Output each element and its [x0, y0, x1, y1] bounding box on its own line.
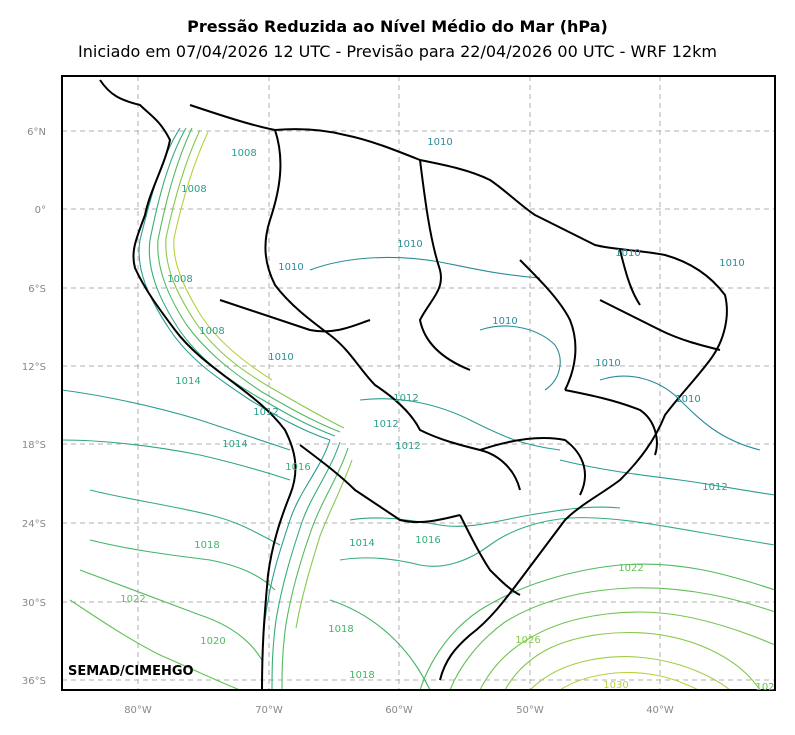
state-border: [599, 299, 721, 351]
isobars: [62, 127, 775, 690]
country-border: [219, 299, 371, 333]
contour-label: 1010: [492, 316, 517, 327]
coastline: [99, 79, 297, 690]
isobar-continent: [329, 599, 431, 690]
isobar-atlantic: [529, 656, 731, 690]
isobar-continent: [349, 506, 621, 527]
lat-tick: 30°S: [22, 598, 46, 609]
isobar-continent: [479, 325, 561, 391]
lat-tick: 36°S: [22, 676, 46, 687]
contour-label: 1008: [167, 274, 192, 285]
lon-tick: 80°W: [124, 705, 152, 716]
country-border: [459, 514, 521, 596]
contour-label: 1008: [181, 184, 206, 195]
country-border: [264, 129, 331, 336]
isobar-continent: [599, 375, 761, 451]
contour-label: 1018: [328, 624, 353, 635]
isobar-pacific: [62, 389, 291, 451]
isobar-atlantic: [559, 671, 699, 690]
isobar-pacific: [69, 599, 241, 690]
contour-label: 1012: [702, 482, 727, 493]
isobar-pacific: [62, 439, 291, 481]
lat-tick: 6°N: [27, 127, 46, 138]
map-title: Pressão Reduzida ao Nível Médio do Mar (…: [187, 17, 608, 36]
contour-label: 1018: [349, 670, 374, 681]
contour-label: 1010: [675, 394, 700, 405]
lon-tick: 50°W: [516, 705, 544, 716]
isobar-pacific: [89, 539, 276, 591]
state-border: [619, 249, 641, 306]
isobar-pacific: [79, 569, 263, 661]
contour-label: 1030: [603, 680, 628, 691]
isobar-atlantic: [419, 563, 775, 690]
contour-label: 1010: [397, 239, 422, 250]
map-frame: [61, 75, 776, 691]
isobar-continent: [309, 256, 541, 279]
contour-label: 1010: [268, 352, 293, 363]
contour-label: 1016: [415, 535, 440, 546]
isobar-pacific: [89, 489, 281, 546]
state-border: [479, 437, 586, 496]
isobar-andes: [261, 439, 331, 690]
isobar-continent: [339, 517, 775, 567]
state-border: [564, 389, 658, 456]
lon-tick: 40°W: [646, 705, 674, 716]
contour-label: 1012: [253, 407, 278, 418]
isobar-andes: [148, 127, 336, 437]
contour-label: 1008: [199, 326, 224, 337]
lat-tick: 6°S: [28, 284, 46, 295]
contour-label: 1026: [515, 635, 540, 646]
lat-tick: 24°S: [22, 519, 46, 530]
contour-label: 1014: [175, 376, 200, 387]
isobar-andes: [173, 131, 273, 381]
contour-label: 1010: [595, 358, 620, 369]
contour-label: 1008: [231, 148, 256, 159]
contour-label: 1014: [349, 538, 374, 549]
isobar-andes: [295, 459, 353, 629]
country-border: [329, 334, 521, 491]
lon-ticks: 80°W 70°W 60°W 50°W 40°W: [124, 705, 674, 716]
lat-tick: 0°: [35, 205, 46, 216]
contour-label: 1022: [618, 563, 643, 574]
contour-label: 1012: [373, 419, 398, 430]
borders: [99, 79, 728, 690]
contour-label: 1014: [222, 439, 247, 450]
contour-label: 1018: [194, 540, 219, 551]
country-border: [299, 444, 461, 524]
lon-tick: 70°W: [255, 705, 283, 716]
isobar-atlantic: [449, 587, 775, 690]
lat-tick: 12°S: [22, 362, 46, 373]
contour-labels: 1008 1008 1008 1008 1010 1010 1010 1010 …: [120, 137, 774, 693]
isobar-atlantic: [479, 611, 775, 690]
contour-label: 1012: [395, 441, 420, 452]
isobar-continent: [559, 459, 775, 496]
isobar-atlantic: [504, 632, 761, 690]
lat-ticks: 6°N 0° 6°S 12°S 18°S 24°S 30°S 36°S: [22, 127, 46, 687]
contour-label: 1020: [200, 636, 225, 647]
lat-tick: 18°S: [22, 440, 46, 451]
contour-label: 1012: [393, 393, 418, 404]
contour-label: 102: [755, 682, 774, 693]
country-border: [419, 159, 471, 371]
contour-label: 1010: [427, 137, 452, 148]
isobar-andes: [157, 127, 341, 433]
isobar-andes: [281, 447, 349, 690]
contour-label: 1010: [278, 262, 303, 273]
contour-label: 1016: [285, 462, 310, 473]
contour-label: 1010: [615, 248, 640, 259]
contour-label: 1010: [719, 258, 744, 269]
isobar-andes: [271, 441, 341, 690]
credit-label: SEMAD/CIMEHGO: [68, 664, 194, 679]
map-subtitle: Iniciado em 07/04/2026 12 UTC - Previsão…: [78, 42, 717, 61]
lon-tick: 60°W: [385, 705, 413, 716]
isobar-andes: [165, 129, 345, 429]
coastline: [189, 104, 728, 681]
state-border: [519, 259, 577, 391]
contour-label: 1022: [120, 594, 145, 605]
